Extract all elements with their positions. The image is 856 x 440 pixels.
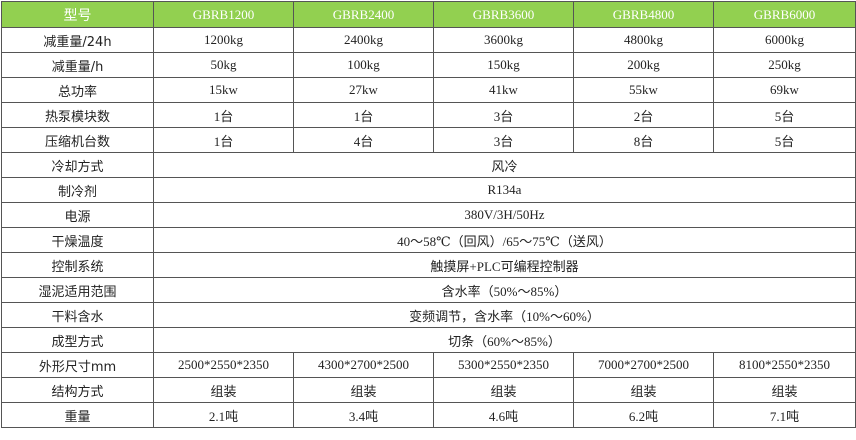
table-cell: 4台: [293, 127, 434, 153]
table-row: 湿泥适用范围 含水率（50%～85%）: [1, 277, 856, 303]
table-cell: 1200kg: [153, 27, 294, 53]
table-cell: 2500*2550*2350: [153, 352, 294, 378]
table-cell: 1台: [153, 127, 294, 153]
table-cell: 3台: [433, 127, 574, 153]
row-label: 压缩机台数: [1, 127, 154, 153]
row-label: 湿泥适用范围: [1, 277, 154, 303]
table-cell: 1台: [153, 102, 294, 128]
table-cell: 组装: [713, 377, 856, 403]
table-row: 制冷剂 R134a: [1, 177, 856, 203]
table-cell: GBRB4800: [573, 1, 714, 28]
table-row: 热泵模块数 1台 1台 3台 2台 5台: [1, 102, 856, 128]
row-label: 型号: [1, 1, 154, 28]
table-cell: 27kw: [293, 77, 434, 103]
row-label: 冷却方式: [1, 152, 154, 178]
row-label: 制冷剂: [1, 177, 154, 203]
table-cell: 组装: [573, 377, 714, 403]
table-cell: 4800kg: [573, 27, 714, 53]
table-cell: 8100*2550*2350: [713, 352, 856, 378]
table-row: 减重量/h 50kg 100kg 150kg 200kg 250kg: [1, 52, 856, 78]
table-cell: 2台: [573, 102, 714, 128]
table-cell: 2.1吨: [153, 402, 294, 428]
table-cell: 55kw: [573, 77, 714, 103]
table-cell: 7000*2700*2500: [573, 352, 714, 378]
table-row: 冷却方式 风冷: [1, 152, 856, 178]
table-cell: 5300*2550*2350: [433, 352, 574, 378]
table-cell: 含水率（50%～85%）: [153, 277, 856, 303]
row-label: 结构方式: [1, 377, 154, 403]
table-row: 结构方式 组装 组装 组装 组装 组装: [1, 377, 856, 403]
table-cell: 组装: [153, 377, 294, 403]
row-label: 电源: [1, 202, 154, 228]
table-cell: 200kg: [573, 52, 714, 78]
table-row: 控制系统 触摸屏+PLC可编程控制器: [1, 252, 856, 278]
table-row: 成型方式 切条（60%～85%）: [1, 327, 856, 353]
table-cell: 2400kg: [293, 27, 434, 53]
table-cell: 7.1吨: [713, 402, 856, 428]
row-label: 总功率: [1, 77, 154, 103]
table-cell: 组装: [293, 377, 434, 403]
table-cell: 3600kg: [433, 27, 574, 53]
table-cell: 4300*2700*2500: [293, 352, 434, 378]
table-cell: 6.2吨: [573, 402, 714, 428]
table-cell: 风冷: [153, 152, 856, 178]
table-cell: 250kg: [713, 52, 856, 78]
table-row: 外形尺寸mm 2500*2550*2350 4300*2700*2500 5300*2…: [1, 352, 856, 378]
table-cell: 6000kg: [713, 27, 856, 53]
row-label: 外形尺寸mm: [1, 352, 154, 378]
table-cell: 40～58℃（回风）/65～75℃（送风）: [153, 227, 856, 253]
row-label: 控制系统: [1, 252, 154, 278]
row-label: 热泵模块数: [1, 102, 154, 128]
row-label: 重量: [1, 402, 154, 428]
table-cell: 380V/3H/50Hz: [153, 202, 856, 228]
table-row: 压缩机台数 1台 4台 3台 8台 5台: [1, 127, 856, 153]
table-cell: GBRB1200: [153, 1, 294, 28]
table-row: 重量 2.1吨 3.4吨 4.6吨 6.2吨 7.1吨: [1, 402, 856, 428]
table-row: 总功率 15kw 27kw 41kw 55kw 69kw: [1, 77, 856, 103]
table-cell: 100kg: [293, 52, 434, 78]
table-cell: 3台: [433, 102, 574, 128]
table-cell: 组装: [433, 377, 574, 403]
table-cell: 69kw: [713, 77, 856, 103]
table-row: 电源 380V/3H/50Hz: [1, 202, 856, 228]
table-cell: 50kg: [153, 52, 294, 78]
table-cell: 切条（60%～85%）: [153, 327, 856, 353]
row-label: 成型方式: [1, 327, 154, 353]
table-cell: 15kw: [153, 77, 294, 103]
table-row: 干燥温度 40～58℃（回风）/65～75℃（送风）: [1, 227, 856, 253]
table-cell: 41kw: [433, 77, 574, 103]
table-cell: GBRB3600: [433, 1, 574, 28]
table-cell: 变频调节，含水率（10%～60%）: [153, 302, 856, 328]
table-cell: GBRB2400: [293, 1, 434, 28]
table-cell: GBRB6000: [713, 1, 856, 28]
table-cell: 1台: [293, 102, 434, 128]
spec-table: 型号 GBRB1200 GBRB2400 GBRB3600 GBRB4800 GBRB60…: [1, 1, 856, 428]
table-cell: 触摸屏+PLC可编程控制器: [153, 252, 856, 278]
table-cell: 3.4吨: [293, 402, 434, 428]
table-cell: 5台: [713, 102, 856, 128]
row-label: 干燥温度: [1, 227, 154, 253]
table-cell: 150kg: [433, 52, 574, 78]
row-label: 减重量/h: [1, 52, 154, 78]
table-cell: 5台: [713, 127, 856, 153]
table-row: 减重量/24h 1200kg 2400kg 3600kg 4800kg 6000kg: [1, 27, 856, 53]
row-label: 减重量/24h: [1, 27, 154, 53]
table-cell: R134a: [153, 177, 856, 203]
table-cell: 4.6吨: [433, 402, 574, 428]
header-row: 型号 GBRB1200 GBRB2400 GBRB3600 GBRB4800 GBRB60…: [1, 1, 856, 28]
table-cell: 8台: [573, 127, 714, 153]
table-row: 干料含水 变频调节，含水率（10%～60%）: [1, 302, 856, 328]
row-label: 干料含水: [1, 302, 154, 328]
